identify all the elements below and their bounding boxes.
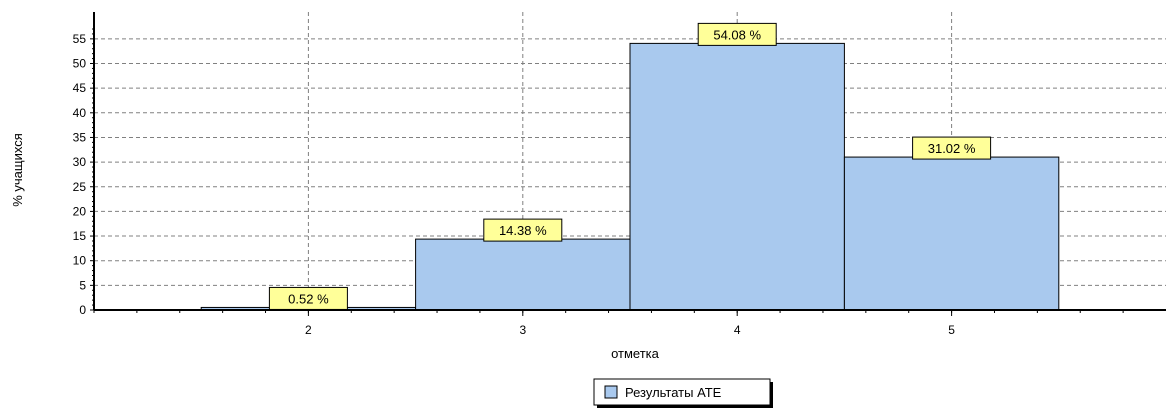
y-tick-label: 5 — [79, 278, 86, 292]
y-tick-label: 15 — [73, 229, 87, 243]
bar — [415, 238, 631, 311]
bar — [843, 156, 1060, 311]
data-label: 0.52 % — [288, 291, 329, 306]
x-ticks: 2 3 4 5 — [93, 310, 1124, 337]
y-ticks: 0 5 10 15 20 25 30 35 40 45 50 55 — [73, 28, 94, 317]
x-tick-label: 5 — [948, 323, 955, 337]
y-tick-label: 20 — [73, 204, 87, 218]
data-label-box — [268, 286, 348, 310]
legend: Результаты АТЕ — [593, 378, 773, 408]
data-label-box — [912, 136, 992, 160]
bars — [200, 42, 1060, 311]
legend-swatch — [604, 385, 618, 399]
y-tick-label: 30 — [73, 155, 87, 169]
bar — [629, 42, 845, 311]
y-axis-title: % учащихся — [10, 133, 25, 207]
x-axis-title: отметка — [611, 346, 660, 361]
data-label: 31.02 % — [928, 141, 976, 156]
y-tick-label: 40 — [73, 106, 87, 120]
y-tick-label: 35 — [73, 130, 87, 144]
data-labels: 0.52 % 14.38 % 54.08 % 31.02 % — [268, 22, 992, 310]
data-label-box — [483, 218, 563, 242]
data-label: 14.38 % — [499, 223, 547, 238]
legend-label: Результаты АТЕ — [625, 385, 722, 400]
y-tick-label: 0 — [79, 303, 86, 317]
x-tick-label: 2 — [305, 323, 312, 337]
y-tick-label: 45 — [73, 81, 87, 95]
data-label: 54.08 % — [713, 27, 761, 42]
y-tick-label: 50 — [73, 57, 87, 71]
y-tick-label: 55 — [73, 32, 87, 46]
data-label-box — [697, 22, 777, 46]
y-tick-label: 10 — [73, 254, 87, 268]
x-tick-label: 4 — [734, 323, 741, 337]
y-tick-label: 25 — [73, 180, 87, 194]
x-tick-label: 3 — [519, 323, 526, 337]
legend-box — [593, 378, 771, 406]
